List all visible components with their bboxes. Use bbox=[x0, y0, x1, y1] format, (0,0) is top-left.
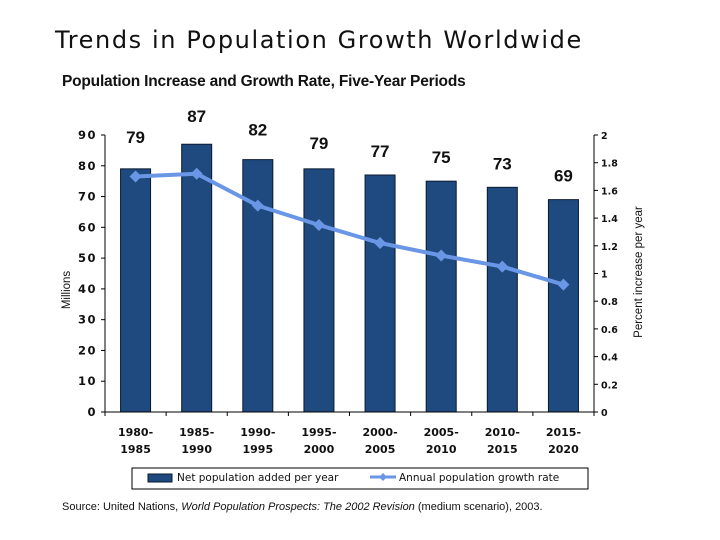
source-note: Source: United Nations, World Population… bbox=[62, 501, 543, 513]
legend-line-marker bbox=[379, 473, 387, 481]
x-tick-label-line1: 1995- bbox=[301, 426, 336, 439]
y2-tick-label: 1.2 bbox=[601, 242, 618, 253]
y2-tick-label: 1.6 bbox=[601, 186, 618, 197]
x-tick-label-line2: 2010 bbox=[426, 443, 457, 456]
x-tick-label-line1: 2005- bbox=[424, 426, 459, 439]
x-tick-label-line2: 2020 bbox=[548, 443, 579, 456]
slide-title: Trends in Population Growth Worldwide bbox=[55, 26, 583, 54]
y-tick-label: 50 bbox=[78, 251, 97, 265]
y-tick-label: 90 bbox=[78, 128, 97, 142]
x-tick-label-line2: 2000 bbox=[304, 443, 335, 456]
y-tick-label: 0 bbox=[87, 405, 97, 419]
y2-tick-label: 0 bbox=[601, 408, 608, 419]
growth-rate-line-layer bbox=[129, 167, 570, 291]
growth-rate-marker bbox=[312, 219, 325, 232]
y2-tick-label: 0.8 bbox=[601, 297, 618, 308]
bar bbox=[425, 180, 457, 413]
axes-layer: 0 10 20 30 40 50 60 70 80 90 0 0.2 0.4 0.6 0.8 1 1.2 1.4 1… bbox=[78, 128, 618, 456]
growth-rate-marker bbox=[129, 170, 142, 183]
legend-box bbox=[131, 467, 589, 490]
legend-bar-swatch bbox=[147, 473, 173, 483]
x-tick-label-line1: 1980- bbox=[118, 426, 153, 439]
x-tick-label-line2: 1995 bbox=[243, 443, 274, 456]
source-title: World Population Prospects: The 2002 Rev… bbox=[181, 501, 415, 513]
x-tick-label-line1: 2010- bbox=[485, 426, 520, 439]
bar-data-label: 79 bbox=[309, 134, 328, 153]
y-axis-title: Millions bbox=[61, 271, 73, 310]
y2-axis-title: Percent increase per year bbox=[633, 206, 645, 338]
y-tick-label: 40 bbox=[78, 282, 97, 296]
x-tick-label-line2: 1985 bbox=[120, 443, 151, 456]
bar bbox=[181, 143, 213, 413]
y-tick-label: 10 bbox=[78, 374, 97, 388]
bar bbox=[364, 174, 396, 413]
growth-rate-marker bbox=[251, 199, 264, 212]
legend-line-label: Annual population growth rate bbox=[399, 472, 559, 484]
y-tick-label: 70 bbox=[78, 190, 97, 204]
legend-bar-label: Net population added per year bbox=[177, 472, 339, 484]
y-tick-label: 60 bbox=[78, 220, 97, 234]
y2-tick-label: 0.6 bbox=[601, 325, 618, 336]
y-tick-label: 80 bbox=[78, 159, 97, 173]
bar-data-label: 77 bbox=[371, 142, 390, 161]
bar bbox=[547, 199, 579, 413]
growth-rate-marker bbox=[374, 237, 387, 250]
y-tick-label: 30 bbox=[78, 313, 97, 327]
growth-rate-marker bbox=[496, 260, 509, 273]
x-tick-label-line1: 2000- bbox=[362, 426, 397, 439]
growth-rate-marker bbox=[435, 249, 448, 262]
x-tick-label-line2: 1990 bbox=[181, 443, 212, 456]
bar-data-label: 75 bbox=[432, 148, 451, 167]
labels-layer: 79 87 82 79 77 75 73 69 bbox=[126, 107, 573, 185]
bar bbox=[242, 159, 274, 413]
growth-rate-line bbox=[135, 171, 565, 287]
y2-tick-label: 1.8 bbox=[601, 159, 618, 170]
bar bbox=[120, 168, 152, 413]
bars-layer bbox=[120, 143, 579, 413]
bar bbox=[486, 186, 518, 413]
x-tick-label-line2: 2015 bbox=[487, 443, 518, 456]
x-tick-label-line1: 2015- bbox=[546, 426, 581, 439]
y-tick-label: 20 bbox=[78, 343, 97, 357]
source-prefix: Source: United Nations, bbox=[62, 501, 182, 513]
x-tick-label-line2: 2005 bbox=[365, 443, 396, 456]
source-suffix: (medium scenario), 2003. bbox=[414, 501, 543, 513]
x-tick-label-line1: 1985- bbox=[179, 426, 214, 439]
legend: Net population added per year Annual pop… bbox=[131, 467, 589, 490]
chart-title: Population Increase and Growth Rate, Fiv… bbox=[62, 73, 466, 90]
bar-data-label: 82 bbox=[248, 121, 267, 140]
y2-tick-label: 0.4 bbox=[601, 353, 618, 364]
y2-tick-label: 1 bbox=[601, 270, 608, 281]
bar-data-label: 69 bbox=[554, 167, 573, 186]
bar-data-label: 73 bbox=[493, 154, 512, 173]
y2-tick-label: 1.4 bbox=[601, 214, 618, 225]
bar-data-label: 79 bbox=[126, 128, 145, 147]
bar-data-label: 87 bbox=[187, 107, 206, 126]
growth-rate-marker bbox=[557, 278, 570, 291]
x-tick-label-line1: 1990- bbox=[240, 426, 275, 439]
bar bbox=[303, 168, 335, 413]
y2-tick-label: 2 bbox=[601, 131, 608, 142]
y2-tick-label: 0.2 bbox=[601, 380, 618, 391]
growth-rate-marker bbox=[190, 167, 203, 180]
